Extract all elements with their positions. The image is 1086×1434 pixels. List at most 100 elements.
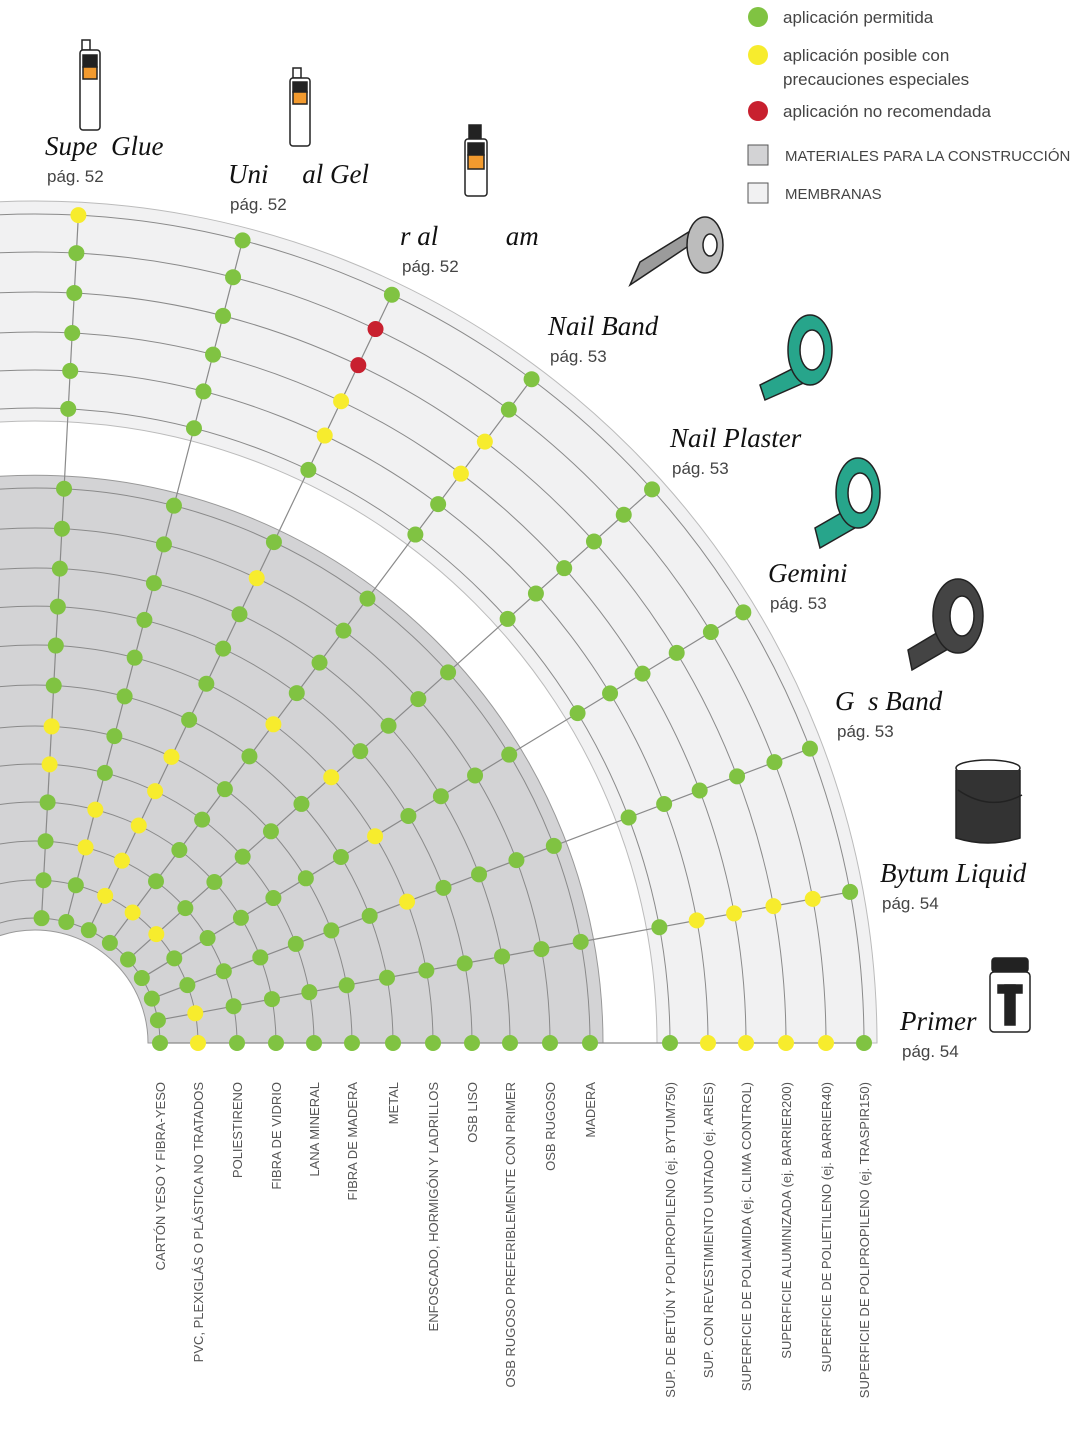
status-dot <box>67 877 84 894</box>
status-dot <box>37 833 54 850</box>
status-dot <box>80 922 97 939</box>
status-dot <box>400 807 417 824</box>
status-dot <box>198 675 215 692</box>
cartridge-icon <box>79 39 101 131</box>
status-dot <box>585 533 602 550</box>
status-dot <box>804 890 821 907</box>
status-dot <box>651 919 668 936</box>
status-dot <box>500 401 517 418</box>
status-dot <box>248 570 265 587</box>
legend-swatch <box>747 182 769 204</box>
status-dot <box>205 346 222 363</box>
material-label: METAL <box>386 1082 401 1124</box>
legend-dot <box>748 101 768 121</box>
status-dot <box>263 991 280 1008</box>
status-dot <box>344 1035 360 1051</box>
status-dot <box>471 866 488 883</box>
status-dot <box>435 879 452 896</box>
status-dot <box>467 767 484 784</box>
status-dot <box>688 912 705 929</box>
status-dot <box>199 930 216 947</box>
status-dot <box>359 590 376 607</box>
material-label: SUP. CON REVESTIMIENTO UNTADO (ej. ARIES… <box>701 1082 716 1378</box>
product-name: G s Band <box>835 686 943 716</box>
product-name: Nail Plaster <box>669 423 802 453</box>
status-dot <box>64 324 81 341</box>
status-dot <box>668 644 685 661</box>
status-dot <box>432 788 449 805</box>
product-name: Primer <box>899 1006 977 1036</box>
legend-label: MATERIALES PARA LA CONSTRUCCIÓN <box>785 148 1070 165</box>
status-dot <box>252 949 269 966</box>
status-dot <box>634 665 651 682</box>
legend-label: aplicación no recomendada <box>783 102 991 121</box>
status-dot <box>440 664 457 681</box>
status-dot <box>494 948 511 965</box>
status-dot <box>361 907 378 924</box>
material-label: SUP. DE BETÚN Y POLIPROPILENO (ej. BYTUM… <box>663 1082 678 1398</box>
material-label: SUPERFICIE DE POLIETILENO (ej. BARRIER40… <box>819 1082 834 1372</box>
zone-area <box>0 200 878 1044</box>
product-name: Uni al Gel <box>228 159 369 189</box>
status-dot <box>300 461 317 478</box>
material-label: LANA MINERAL <box>307 1082 322 1177</box>
material-label: MADERA <box>583 1082 598 1138</box>
status-dot <box>229 1035 245 1051</box>
status-dot <box>452 465 469 482</box>
status-dot <box>464 1035 480 1051</box>
status-dot <box>818 1035 834 1051</box>
status-dot <box>106 728 123 745</box>
status-dot <box>615 506 632 523</box>
cartridge-icon <box>289 67 311 147</box>
legend-swatch <box>747 144 769 166</box>
status-dot <box>152 1035 168 1051</box>
product-name: Supe Glue <box>45 131 163 161</box>
status-dot <box>113 852 130 869</box>
status-dot <box>602 685 619 702</box>
product-page: pág. 53 <box>770 594 827 613</box>
material-label: FIBRA DE VIDRIO <box>269 1082 284 1190</box>
tape-icon <box>907 578 984 672</box>
status-dot <box>215 307 232 324</box>
status-dot <box>147 783 164 800</box>
material-label: OSB LISO <box>465 1082 480 1143</box>
arc-line <box>0 407 671 1044</box>
product-page: pág. 52 <box>402 257 459 276</box>
status-dot <box>33 910 50 927</box>
status-dot <box>215 640 232 657</box>
status-dot <box>66 285 83 302</box>
status-dot <box>190 1035 206 1051</box>
status-dot <box>691 782 708 799</box>
status-dot <box>765 898 782 915</box>
status-dot <box>333 393 350 410</box>
status-dot <box>700 1035 716 1051</box>
status-dot <box>56 480 73 497</box>
legend-label: aplicación permitida <box>783 8 934 27</box>
status-dot <box>181 711 198 728</box>
material-label: SUPERFICIE ALUMINIZADA (ej. BARRIER200) <box>779 1082 794 1359</box>
status-dot <box>499 610 516 627</box>
status-dot <box>778 1035 794 1051</box>
status-dot <box>456 955 473 972</box>
arc-line <box>0 213 865 1044</box>
status-dot <box>70 207 87 224</box>
status-dot <box>215 963 232 980</box>
status-dot <box>177 900 194 917</box>
arc-line <box>0 605 473 1044</box>
status-dot <box>501 746 518 763</box>
product-page: pág. 54 <box>902 1042 959 1061</box>
status-dot <box>644 481 661 498</box>
spray-icon <box>464 124 488 197</box>
arc-line <box>0 644 434 1044</box>
material-label: CARTÓN YESO Y FIBRA-YESO <box>153 1082 168 1270</box>
arc-line <box>0 331 747 1044</box>
product-page: pág. 53 <box>837 722 894 741</box>
status-dot <box>380 717 397 734</box>
status-dot <box>101 934 118 951</box>
bucket-icon <box>955 759 1023 844</box>
status-dot <box>379 969 396 986</box>
status-dot <box>45 677 62 694</box>
material-label: ENFOSCADO, HORMIGÓN Y LADRILLOS <box>426 1082 441 1332</box>
status-dot <box>265 890 282 907</box>
labels: Supe Glue pág. 52 Uni al Gel pág. 52 r al am… <box>45 7 1070 1398</box>
